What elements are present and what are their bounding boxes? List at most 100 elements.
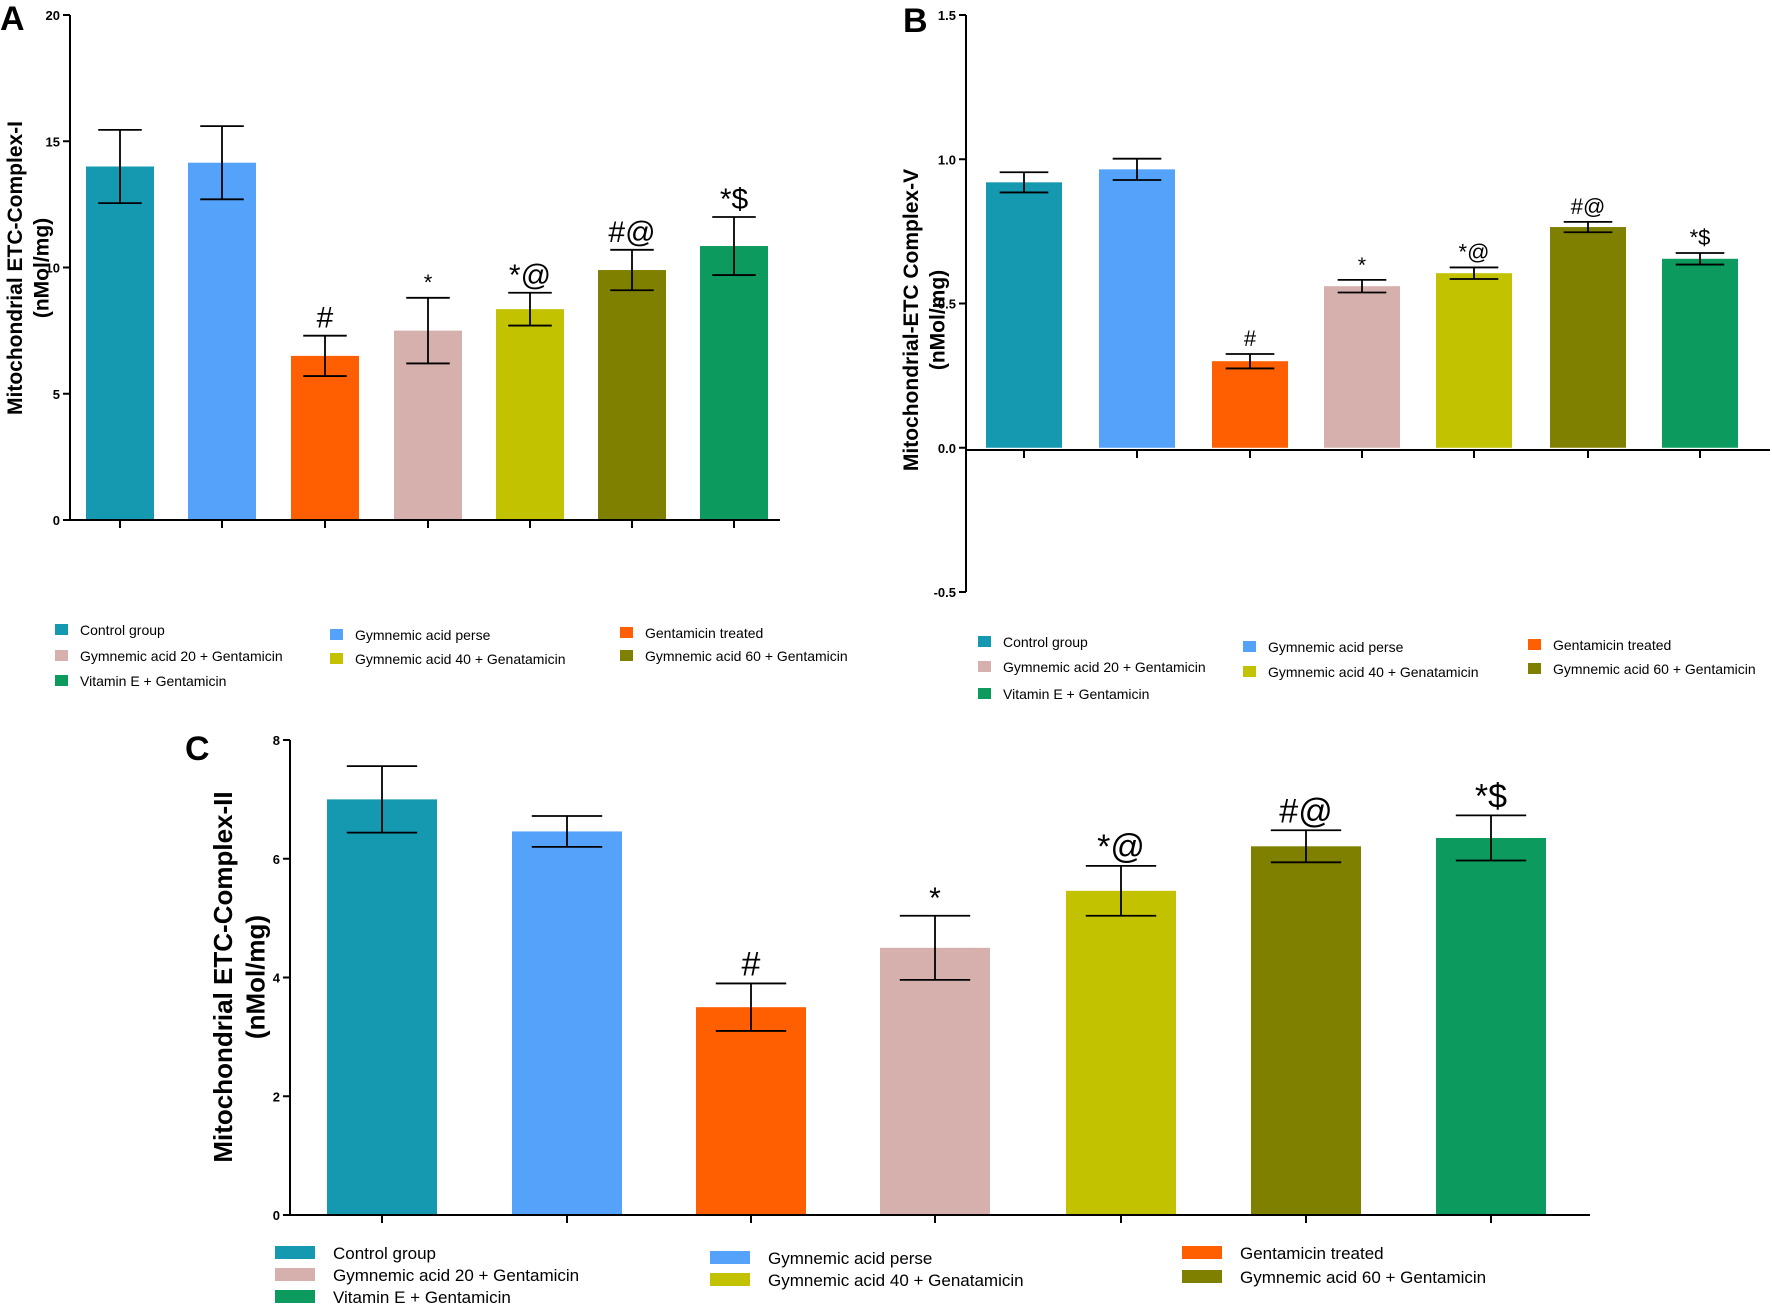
significance-label-C-4: *@	[1097, 828, 1145, 866]
bar-A-4	[496, 309, 564, 520]
significance-label-B-3: *	[1358, 254, 1366, 277]
legend-swatch-C-4	[710, 1273, 750, 1286]
bar-C-2	[696, 1007, 806, 1215]
y-tick-label-A-0: 0	[53, 513, 60, 528]
y-tick-label-A-3: 15	[46, 134, 60, 149]
legend-swatch-A-3	[55, 650, 68, 661]
legend-swatch-C-5	[1182, 1270, 1222, 1283]
bar-C-0	[327, 799, 437, 1215]
bar-A-1	[188, 162, 256, 520]
significance-label-A-2: #	[317, 302, 334, 335]
y-axis-label-line: Mitochondrial ETC-Complex-II	[208, 791, 238, 1162]
legend-label-A-4: Gymnemic acid 40 + Genatamicin	[355, 651, 565, 667]
panel-letter: B	[903, 2, 928, 40]
legend-label-A-2: Gentamicin treated	[645, 625, 763, 641]
y-tick-label-A-1: 5	[53, 387, 60, 402]
y-tick-label-C-4: 8	[273, 733, 280, 748]
y-axis-label-line: (nMol/mg)	[30, 218, 53, 318]
y-axis-label-B: Mitochondrial-ETC Complex-V (nMol/mg)	[900, 169, 949, 471]
significance-label-A-3: *	[424, 270, 433, 295]
y-tick-label-C-2: 4	[273, 971, 281, 986]
legend-label-A-6: Vitamin E + Gentamicin	[80, 673, 226, 689]
significance-label-C-2: #	[742, 945, 761, 983]
legend-swatch-B-2	[1528, 639, 1541, 650]
bar-B-3	[1324, 286, 1400, 448]
y-axis-label-line: Mitochondrial-ETC Complex-V	[900, 169, 923, 471]
legend-swatch-B-6	[978, 688, 991, 699]
bar-C-6	[1436, 837, 1546, 1215]
bar-C-4	[1066, 890, 1176, 1215]
legend-label-A-1: Gymnemic acid perse	[355, 627, 491, 643]
bar-C-5	[1251, 846, 1361, 1215]
panel-A: A # * *@ #@ *$ 0 5 10 15 20 Mitochondrial ETC-Compl…	[0, 0, 848, 689]
bar-B-2	[1212, 361, 1288, 448]
panel-letter: C	[185, 730, 210, 768]
legend-swatch-A-0	[55, 624, 68, 635]
y-tick-label-A-4: 20	[46, 8, 60, 23]
significance-label-B-6: *$	[1690, 225, 1711, 250]
legend-swatch-A-2	[620, 627, 633, 638]
legend-swatch-B-4	[1243, 666, 1256, 677]
y-tick-label-B-3: 1.0	[938, 152, 956, 167]
bar-A-2	[291, 355, 359, 520]
y-tick-label-C-0: 0	[273, 1208, 280, 1223]
significance-label-A-4: *@	[509, 259, 551, 292]
legend-swatch-A-6	[55, 675, 68, 686]
bar-A-6	[700, 246, 768, 520]
bar-A-5	[598, 270, 666, 520]
legend-label-C-2: Gentamicin treated	[1240, 1244, 1384, 1263]
legend-swatch-C-1	[710, 1251, 750, 1264]
panel-C: C # * *@ #@ *$ 0 2 4 6 8 Mitochondrial ETC-Complex-…	[185, 730, 1590, 1307]
bar-B-0	[986, 182, 1062, 448]
significance-label-B-2: #	[1244, 326, 1257, 351]
legend-label-C-4: Gymnemic acid 40 + Genatamicin	[768, 1271, 1024, 1290]
legend-label-C-5: Gymnemic acid 60 + Gentamicin	[1240, 1268, 1486, 1287]
y-tick-label-B-4: 1.5	[938, 8, 956, 23]
bar-A-0	[86, 166, 154, 520]
legend-label-B-4: Gymnemic acid 40 + Genatamicin	[1268, 664, 1478, 680]
y-tick-label-B-0: -0.5	[934, 585, 956, 600]
legend-swatch-A-5	[620, 650, 633, 661]
legend-label-B-6: Vitamin E + Gentamicin	[1003, 686, 1149, 702]
legend-label-B-5: Gymnemic acid 60 + Gentamicin	[1553, 661, 1756, 677]
y-tick-label-A-2: 10	[46, 261, 60, 276]
legend-label-B-3: Gymnemic acid 20 + Gentamicin	[1003, 659, 1206, 675]
y-axis-label-line: (nMol/mg)	[926, 270, 949, 370]
legend-label-B-2: Gentamicin treated	[1553, 637, 1671, 653]
y-axis-label-A: Mitochondrial ETC-Complex-I (nMol/mg)	[4, 121, 53, 415]
legend-swatch-C-3	[275, 1268, 315, 1281]
bar-B-4	[1436, 273, 1512, 448]
bar-C-1	[512, 831, 622, 1215]
y-tick-label-B-1: 0.0	[938, 441, 956, 456]
legend-swatch-B-0	[978, 636, 991, 647]
legend-swatch-B-5	[1528, 663, 1541, 674]
legend-swatch-B-1	[1243, 641, 1256, 652]
bar-B-6	[1662, 258, 1738, 448]
significance-label-C-3: *	[929, 882, 941, 915]
legend-label-C-3: Gymnemic acid 20 + Gentamicin	[333, 1266, 579, 1285]
legend-swatch-C-2	[1182, 1246, 1222, 1259]
legend-label-C-6: Vitamin E + Gentamicin	[333, 1288, 511, 1307]
bar-B-1	[1099, 169, 1175, 448]
significance-label-B-5: #@	[1571, 194, 1606, 219]
panel-letter: A	[0, 0, 25, 38]
legend-label-A-5: Gymnemic acid 60 + Gentamicin	[645, 648, 848, 664]
panel-B: B # * *@ #@ *$ -0.5 0.0 0.5 1.0 1.5 Mitochondrial-E…	[900, 2, 1770, 702]
y-axis-label-C: Mitochondrial ETC-Complex-II(nMol/mg)	[208, 791, 271, 1162]
y-axis-label-line: Mitochondrial ETC-Complex-I	[4, 121, 27, 415]
legend-swatch-A-4	[330, 653, 343, 664]
legend-swatch-C-6	[275, 1290, 315, 1303]
legend-label-C-0: Control group	[333, 1244, 436, 1263]
significance-label-A-6: *$	[720, 183, 749, 216]
significance-label-C-5: #@	[1279, 792, 1332, 830]
y-tick-label-B-2: 0.5	[938, 297, 956, 312]
legend-label-B-1: Gymnemic acid perse	[1268, 639, 1404, 655]
significance-label-B-4: *@	[1459, 239, 1490, 264]
bar-C-3	[880, 947, 990, 1215]
legend-label-A-0: Control group	[80, 622, 165, 638]
legend-swatch-B-3	[978, 661, 991, 672]
legend-swatch-A-1	[330, 629, 343, 640]
y-tick-label-C-1: 2	[273, 1089, 280, 1104]
bar-B-5	[1550, 227, 1626, 448]
legend-swatch-C-0	[275, 1246, 315, 1259]
